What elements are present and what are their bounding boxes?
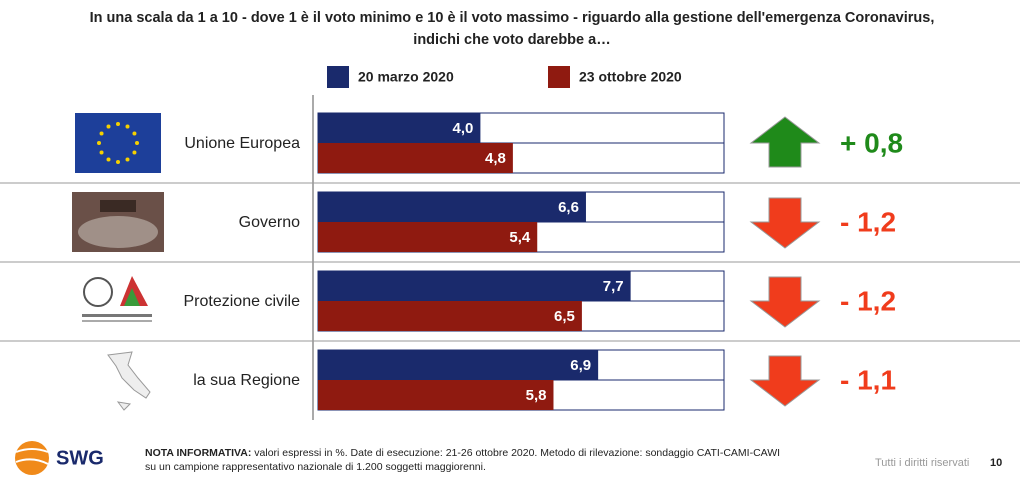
- value-label: 6,6: [558, 199, 579, 216]
- star: [132, 150, 137, 155]
- note: NOTA INFORMATIVA: valori espressi in %. …: [145, 447, 780, 459]
- change-label: - 1,2: [840, 206, 896, 237]
- value-label: 6,5: [554, 308, 575, 325]
- arrow-down: [749, 197, 821, 249]
- value-label: 5,8: [526, 387, 547, 404]
- value-label: 7,7: [603, 278, 624, 295]
- value-label: 4,8: [485, 150, 506, 167]
- note-line2: su un campione rappresentativo nazionale…: [145, 461, 486, 473]
- arrow-down: [749, 276, 821, 328]
- change-label: - 1,2: [840, 285, 896, 316]
- star: [106, 157, 111, 162]
- chart-subtitle: indichi che voto darebbe a…: [413, 32, 610, 48]
- star: [106, 124, 111, 129]
- arrow-down: [749, 355, 821, 407]
- bar: [318, 380, 554, 410]
- change-label: + 0,8: [840, 127, 903, 158]
- category-label: la sua Regione: [193, 372, 300, 389]
- italy-map: [107, 351, 151, 411]
- star: [116, 122, 120, 126]
- bar: [318, 143, 513, 173]
- change-label: - 1,1: [840, 364, 896, 395]
- value-label: 6,9: [570, 357, 591, 374]
- legend-swatch: [548, 66, 570, 88]
- star: [125, 124, 130, 129]
- legend-label: 23 ottobre 2020: [579, 69, 682, 85]
- star: [125, 157, 130, 162]
- footer: SWG NOTA INFORMATIVA: valori espressi in…: [15, 441, 1002, 475]
- eu-flag: [75, 113, 161, 173]
- star: [135, 141, 139, 145]
- value-label: 5,4: [509, 229, 531, 246]
- protezione-civile-logo: [82, 276, 152, 322]
- page-number: 10: [990, 457, 1002, 469]
- bar: [318, 192, 586, 222]
- bar: [318, 301, 582, 331]
- star: [116, 160, 120, 164]
- parliament-icon: [72, 192, 164, 252]
- category-label: Protezione civile: [184, 293, 301, 310]
- rights: Tutti i diritti riservati: [875, 457, 969, 469]
- legend-label: 20 marzo 2020: [358, 69, 454, 85]
- chart-title: In una scala da 1 a 10 - dove 1 è il vot…: [90, 10, 935, 26]
- bar: [318, 113, 481, 143]
- star: [99, 150, 104, 155]
- brand: SWG: [56, 447, 104, 469]
- value-label: 4,0: [453, 120, 474, 137]
- category-label: Unione Europea: [184, 135, 300, 152]
- legend-swatch: [327, 66, 349, 88]
- star: [99, 131, 104, 136]
- bar: [318, 271, 631, 301]
- note-text: valori espressi in %. Date di esecuzione…: [254, 447, 780, 459]
- note-label: NOTA INFORMATIVA:: [145, 447, 251, 459]
- bar: [318, 222, 538, 252]
- star: [132, 131, 137, 136]
- category-label: Governo: [239, 214, 300, 231]
- star: [97, 141, 101, 145]
- bar: [318, 350, 599, 380]
- arrow-up: [749, 116, 821, 168]
